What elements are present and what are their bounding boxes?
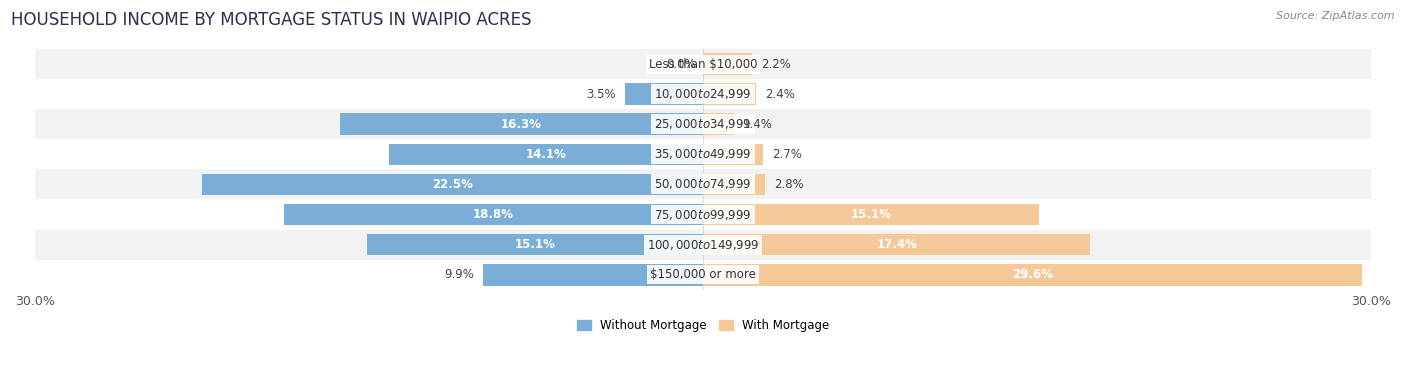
Bar xyxy=(367,234,703,256)
Text: 18.8%: 18.8% xyxy=(474,208,515,221)
Text: 16.3%: 16.3% xyxy=(501,118,541,131)
Text: HOUSEHOLD INCOME BY MORTGAGE STATUS IN WAIPIO ACRES: HOUSEHOLD INCOME BY MORTGAGE STATUS IN W… xyxy=(11,11,531,29)
Legend: Without Mortgage, With Mortgage: Without Mortgage, With Mortgage xyxy=(572,314,834,337)
Bar xyxy=(35,49,1371,79)
Text: 15.1%: 15.1% xyxy=(851,208,891,221)
Bar xyxy=(389,144,703,165)
Bar xyxy=(626,83,703,105)
Text: 2.2%: 2.2% xyxy=(761,57,790,71)
Bar xyxy=(340,113,703,135)
Text: 1.4%: 1.4% xyxy=(744,118,773,131)
Bar xyxy=(482,264,703,285)
Bar xyxy=(35,139,1371,169)
Bar xyxy=(703,174,765,195)
Text: 2.8%: 2.8% xyxy=(775,178,804,191)
Text: Less than $10,000: Less than $10,000 xyxy=(648,57,758,71)
Text: $25,000 to $34,999: $25,000 to $34,999 xyxy=(654,117,752,131)
Text: $35,000 to $49,999: $35,000 to $49,999 xyxy=(654,147,752,161)
Text: $50,000 to $74,999: $50,000 to $74,999 xyxy=(654,177,752,191)
Text: $75,000 to $99,999: $75,000 to $99,999 xyxy=(654,208,752,222)
Bar xyxy=(35,169,1371,200)
Bar xyxy=(35,200,1371,229)
Bar xyxy=(703,264,1362,285)
Text: 9.9%: 9.9% xyxy=(444,268,474,281)
Text: 14.1%: 14.1% xyxy=(526,148,567,161)
Text: 17.4%: 17.4% xyxy=(876,238,917,251)
Bar xyxy=(35,229,1371,260)
Text: 2.7%: 2.7% xyxy=(772,148,801,161)
Bar xyxy=(703,204,1039,225)
Text: 2.4%: 2.4% xyxy=(765,88,796,101)
Bar xyxy=(703,83,756,105)
Text: 3.5%: 3.5% xyxy=(586,88,616,101)
Text: Source: ZipAtlas.com: Source: ZipAtlas.com xyxy=(1277,11,1395,21)
Bar xyxy=(284,204,703,225)
Bar xyxy=(35,79,1371,109)
Bar xyxy=(35,260,1371,290)
Text: 22.5%: 22.5% xyxy=(432,178,472,191)
Text: 29.6%: 29.6% xyxy=(1012,268,1053,281)
Text: $100,000 to $149,999: $100,000 to $149,999 xyxy=(647,238,759,252)
Bar xyxy=(35,109,1371,139)
Text: $150,000 or more: $150,000 or more xyxy=(650,268,756,281)
Text: 0.0%: 0.0% xyxy=(666,57,696,71)
Bar xyxy=(703,234,1091,256)
Bar xyxy=(703,53,752,75)
Bar xyxy=(202,174,703,195)
Text: $10,000 to $24,999: $10,000 to $24,999 xyxy=(654,87,752,101)
Bar xyxy=(703,144,763,165)
Bar xyxy=(703,113,734,135)
Text: 15.1%: 15.1% xyxy=(515,238,555,251)
